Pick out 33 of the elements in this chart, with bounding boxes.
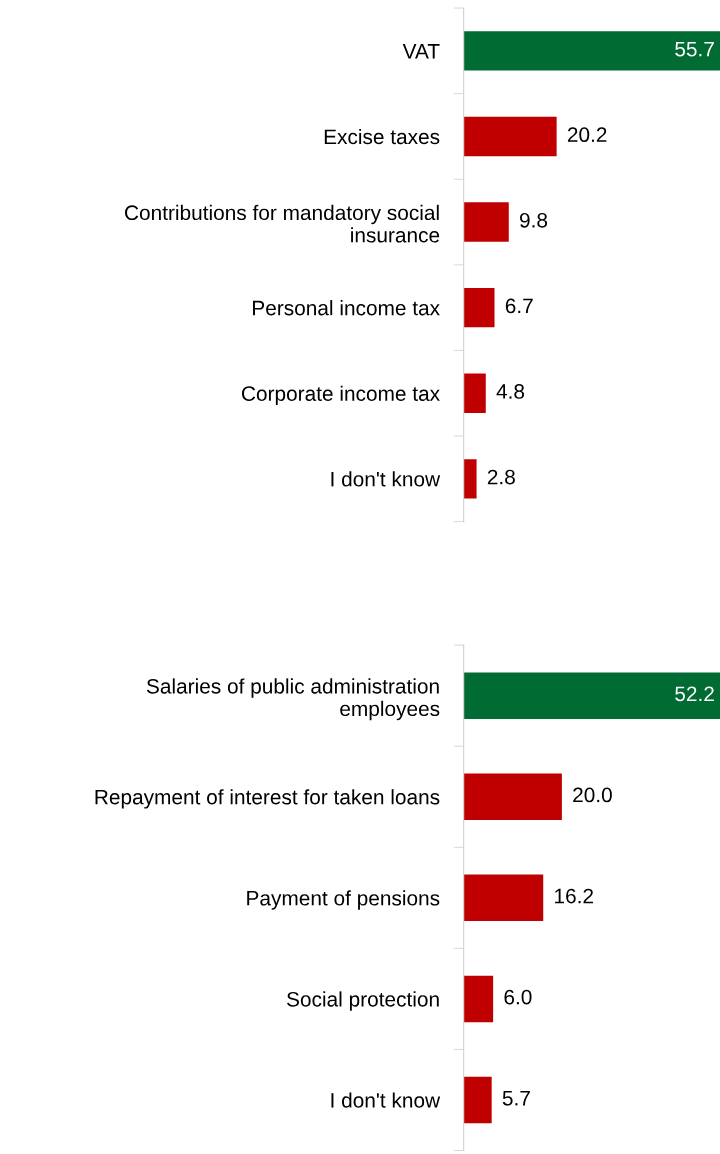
bar <box>463 975 494 1023</box>
bar <box>463 202 509 242</box>
y-tick-label: Repayment of interest for taken loans <box>95 789 440 809</box>
y-tick-label: Contributions for mandatory social insurance <box>125 204 440 243</box>
y-tick-label: Corporate income tax <box>241 385 440 406</box>
bar <box>463 287 495 328</box>
data-label: 6.0 <box>504 989 532 1005</box>
bar <box>463 874 544 922</box>
data-label: 55.7 <box>675 41 714 57</box>
data-label: 52.2 <box>675 686 714 702</box>
bar <box>463 672 720 719</box>
bar <box>463 116 557 157</box>
bar <box>463 773 562 820</box>
y-tick-label: VAT <box>402 44 440 59</box>
data-label: 4.8 <box>496 384 525 399</box>
data-label: 20.0 <box>573 787 612 803</box>
bar <box>463 459 477 499</box>
data-label: 9.8 <box>520 212 548 228</box>
data-label: 5.7 <box>502 1091 530 1106</box>
data-label: 2.8 <box>487 469 515 485</box>
y-tick-label: Personal income tax <box>253 300 440 316</box>
y-tick-label: Excise taxes <box>324 128 440 145</box>
bar <box>463 1076 492 1124</box>
data-label: 20.2 <box>567 127 607 143</box>
y-tick-label: Salaries of public administration employees <box>146 678 440 721</box>
bar <box>463 373 486 413</box>
y-tick-label: Payment of pensions <box>247 890 440 910</box>
data-label: 6.7 <box>505 298 533 314</box>
y-tick-label: Social protection <box>287 991 439 1011</box>
y-tick-label: I don't know <box>331 471 441 487</box>
bar <box>463 31 720 71</box>
data-label: 16.2 <box>555 888 593 904</box>
y-tick-label: I don't know <box>331 1092 441 1108</box>
